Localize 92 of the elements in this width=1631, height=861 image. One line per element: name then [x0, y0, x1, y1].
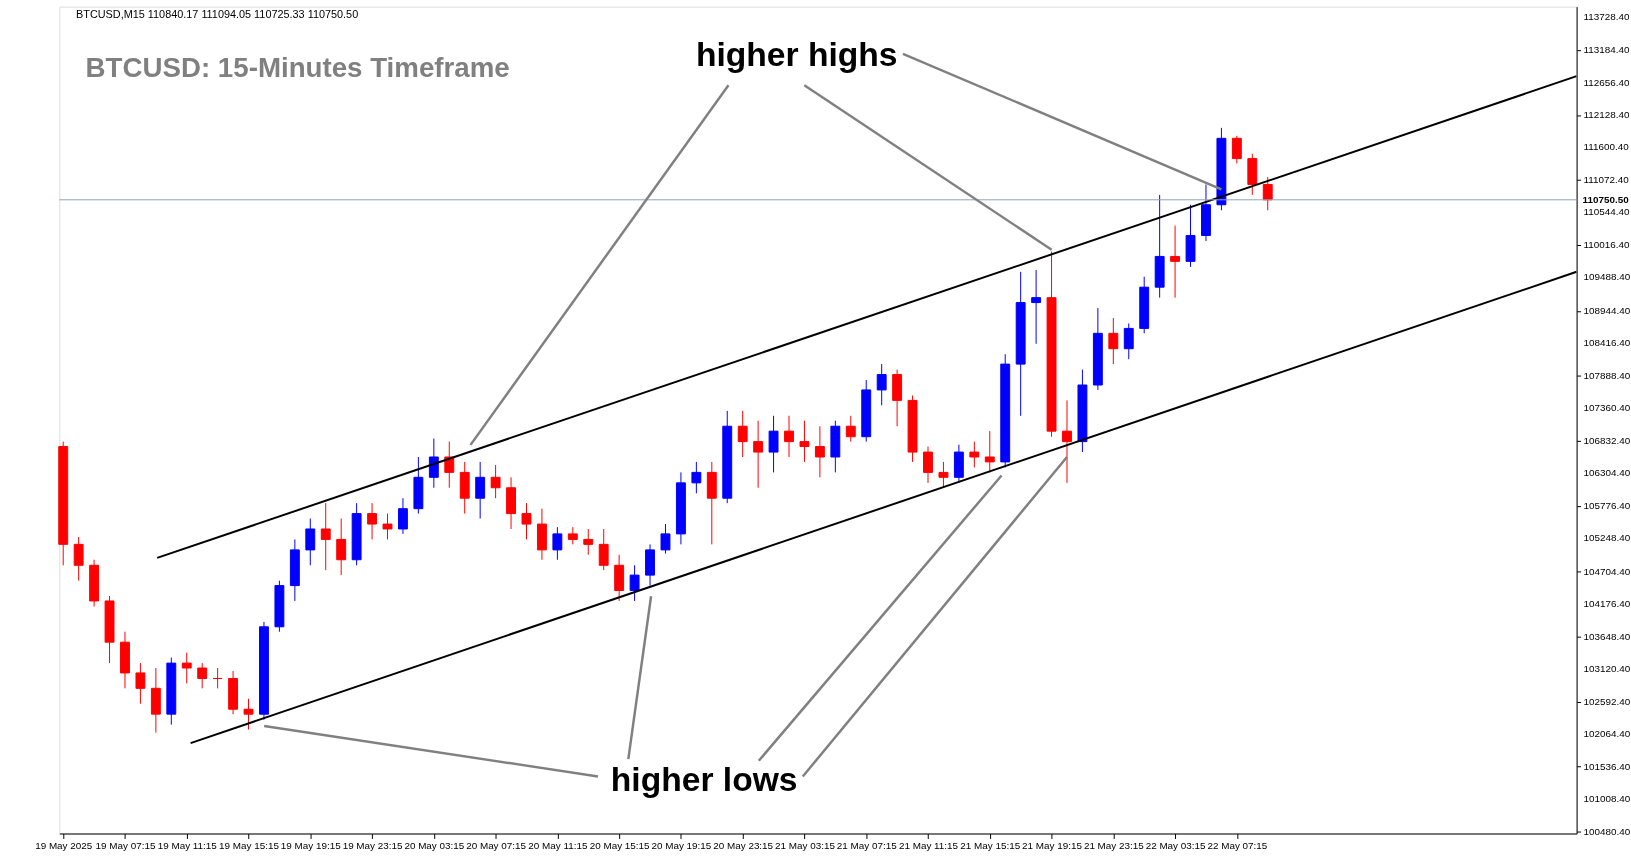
annotation: higher highs	[695, 36, 898, 74]
candlestick	[598, 528, 609, 571]
candlestick	[799, 420, 810, 463]
y-tick-label: 108416.40	[1583, 337, 1631, 349]
x-tick-label: 21 May 19:15	[1022, 839, 1083, 851]
candlestick	[753, 420, 764, 489]
candlestick	[73, 536, 84, 582]
candlestick	[938, 461, 949, 489]
annotation: BTCUSD,M15 110840.17 111094.05 110725.33 110750.50	[76, 7, 359, 20]
x-tick-label: 20 May 19:15	[651, 839, 712, 851]
candlestick	[428, 438, 439, 489]
x-tick-label: 22 May 03:15	[1145, 839, 1207, 851]
x-tick-label: 19 May 15:15	[219, 839, 280, 851]
candlestick	[629, 564, 640, 602]
x-tick-label: 19 May 2025	[35, 839, 93, 851]
candlestick	[768, 415, 779, 473]
y-tick-label: 110016.40	[1583, 238, 1630, 250]
candlestick	[181, 652, 192, 684]
candlestick	[1031, 269, 1042, 345]
candlestick	[135, 662, 146, 705]
y-tick-label: 110544.40	[1583, 206, 1630, 218]
candlestick	[444, 441, 455, 489]
y-tick-label: 107360.40	[1583, 402, 1631, 414]
y-tick-label: 109488.40	[1583, 271, 1631, 283]
y-tick-label: 103120.40	[1583, 663, 1631, 675]
x-tick-label: 21 May 07:15	[836, 839, 898, 851]
candlestick	[784, 415, 794, 458]
x-tick-label: 20 May 11:15	[528, 839, 588, 851]
x-tick-label: 21 May 15:15	[960, 839, 1021, 851]
y-tick-label: 102592.40	[1583, 695, 1631, 707]
candlestick	[382, 513, 393, 540]
candlestick	[320, 502, 331, 571]
candlestick	[521, 502, 532, 540]
candlestick	[490, 464, 501, 499]
y-tick-label: 111072.40	[1583, 173, 1630, 185]
y-tick-label: 101536.40	[1583, 760, 1631, 772]
candlestick	[1123, 322, 1134, 360]
candlestick	[969, 441, 980, 468]
candlestick	[845, 415, 856, 443]
annotation: higher lows	[610, 761, 798, 799]
candlestick	[691, 461, 702, 494]
x-tick-label: 22 May 07:15	[1207, 839, 1268, 851]
candlestick	[1062, 399, 1072, 484]
text: BTCUSD: 15-Minutes Timeframe	[85, 51, 510, 83]
candlestick	[552, 526, 563, 561]
x-tick-label: 20 May 23:15	[713, 839, 774, 851]
candlestick	[367, 502, 378, 540]
x-tick-label: 19 May 07:15	[95, 839, 156, 851]
candlestick	[305, 518, 316, 566]
candlestick	[876, 363, 887, 406]
candlestick	[660, 523, 671, 555]
candlestick	[243, 698, 254, 731]
candlestick	[475, 461, 486, 520]
candlestick	[336, 518, 347, 576]
candlestick	[197, 662, 208, 689]
candlestick	[923, 446, 933, 484]
y-tick-label: 112656.40	[1583, 76, 1630, 88]
ref-line-label: 110750.50	[1582, 193, 1630, 205]
y-tick-label: 103648.40	[1583, 630, 1631, 642]
y-tick-label: 104704.40	[1583, 565, 1631, 577]
candlestick	[583, 528, 594, 556]
y-tick-label: 108944.40	[1583, 304, 1631, 316]
x-tick-label: 21 May 11:15	[898, 839, 959, 851]
candlestick	[1262, 176, 1273, 211]
y-tick-label: 105248.40	[1583, 532, 1631, 544]
y-tick-label: 100480.40	[1583, 825, 1631, 837]
x-tick-label: 20 May 03:15	[404, 839, 465, 851]
candlestick	[1108, 317, 1119, 365]
x-tick-label: 19 May 23:15	[342, 839, 403, 851]
candlestick	[984, 430, 995, 473]
y-tick-label: 112128.40	[1583, 108, 1630, 120]
x-tick-label: 21 May 23:15	[1083, 839, 1145, 851]
x-tick-label: 20 May 15:15	[589, 839, 651, 851]
x-tick-label: 21 May 03:15	[775, 839, 836, 851]
candlestick	[1231, 135, 1242, 165]
candlestick	[814, 425, 825, 478]
candlestick	[737, 410, 748, 458]
y-tick-label: 106304.40	[1583, 467, 1631, 479]
y-tick-label: 101008.40	[1583, 793, 1631, 805]
y-tick-label: 104176.40	[1583, 598, 1631, 610]
y-tick-label: 107888.40	[1583, 369, 1631, 381]
y-tick-label: 106832.40	[1583, 434, 1631, 446]
y-tick-label: 111600.40	[1583, 141, 1630, 153]
y-tick-label: 113728.40	[1583, 10, 1630, 22]
y-tick-label: 102064.40	[1583, 728, 1631, 740]
candlestick	[1170, 225, 1181, 299]
y-tick-label: 105776.40	[1583, 499, 1631, 511]
y-tick-label: 113184.40	[1583, 44, 1630, 56]
x-tick-label: 20 May 07:15	[466, 839, 527, 851]
x-tick-label: 19 May 11:15	[157, 839, 218, 851]
candlestick	[398, 497, 408, 535]
x-tick-label: 19 May 19:15	[280, 839, 342, 851]
